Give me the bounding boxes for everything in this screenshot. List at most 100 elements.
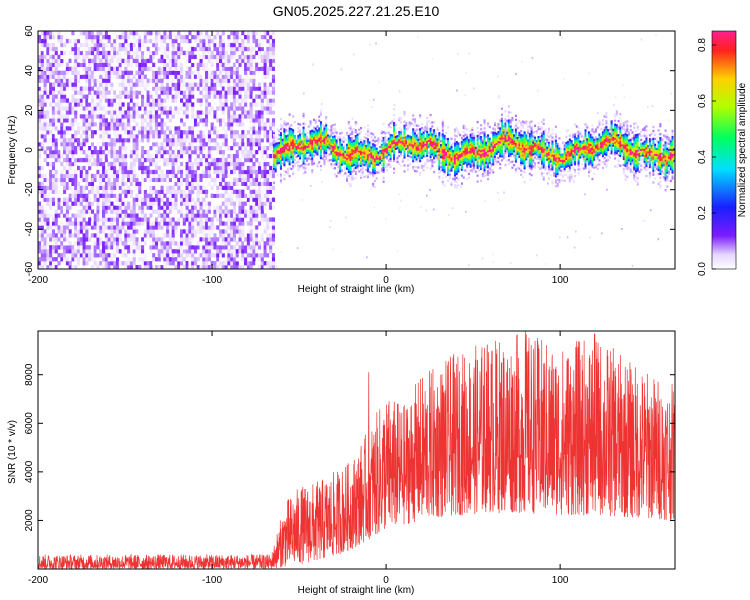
spectrogram-cell [124,221,128,226]
spectrogram-cell [255,38,259,44]
spectrogram-cell [323,143,326,146]
spectrogram-cell [146,150,150,155]
spectrogram-cell [238,114,242,119]
spectrogram-cell [354,129,357,132]
spectrogram-cell [68,82,72,87]
spectrogram-cell [168,257,172,262]
spectrogram-cell [177,261,181,266]
spectrogram-cell [366,148,369,151]
spectrogram-cell [221,249,225,254]
spectrogram-cell [127,169,131,175]
spectrogram-cell [180,70,184,75]
spectrogram-cell [299,143,302,146]
spectrogram-cell [121,122,125,127]
spectrogram-cell [135,98,139,103]
spectrogram-cell [207,201,211,206]
spectrogram-cell [213,225,217,230]
spectrogram-cell [285,153,288,156]
spectrogram-cell [224,90,228,95]
spectrogram-cell [152,98,156,103]
spectrogram-cell [221,257,225,262]
spectrogram-cell [182,197,186,202]
spectrogram-cell [180,193,184,198]
spectrogram-cell [174,229,178,234]
spectrogram-cell [354,144,357,148]
spectrogram-cell [160,66,164,71]
spectrogram-cell [191,58,195,64]
spectrogram-cell [60,169,64,175]
spectrogram-cell [115,94,120,99]
spectrogram-cell [232,261,237,266]
spectrogram-cell [63,34,67,40]
spectrogram-cell [171,209,175,214]
spectrogram-cell [216,205,220,210]
spectrogram-cell [199,42,203,48]
spectrogram-cell [185,94,189,99]
spectrogram-cell [235,38,239,44]
spectrogram-cell [300,132,303,135]
spectrogram-cell [342,158,345,161]
spectrogram-cell [238,237,242,242]
spectrogram-cell [207,34,211,40]
spectrogram-cell [278,141,281,145]
spectrogram-cell [269,34,273,40]
spectrogram-cell [257,146,262,151]
spectrogram-cell [38,118,42,123]
spectrogram-cell [63,106,67,111]
spectrogram-cell [382,142,385,146]
spectrogram-cell [227,74,231,79]
spectrogram-cell [135,221,139,226]
spectrogram-cell [281,150,284,153]
spectrogram-cell [171,169,175,175]
spectrogram-cell [363,146,366,149]
spectrogram-cell [249,34,253,40]
spectrogram-cell [180,150,184,155]
spectrogram-cell [205,94,209,99]
spectrogram-cell [40,106,44,111]
spectrogram-cell [85,118,89,123]
spectrogram-cell [230,42,234,48]
spectrogram-cell [113,169,117,175]
spectrogram-cell [347,137,350,140]
spectrogram-cell [266,233,270,238]
spectrogram-cell [232,245,237,250]
spectrogram-cell [43,193,47,198]
spectrogram-cell [216,157,220,163]
spectrogram-cell [238,146,242,151]
spectrogram-cell [316,149,319,152]
spectrogram-cell [224,86,228,91]
spectrogram-cell [230,134,234,139]
spectrogram-cell [188,265,192,269]
spectrogram-cell [68,42,72,48]
spectrogram-cell [93,130,97,135]
spectrogram-cell [135,130,139,135]
spectrogram-cell [40,257,44,262]
spectrogram-cell [337,161,340,165]
spectrogram-cell [304,157,307,160]
spectrogram-cell [185,74,189,79]
spectrogram-cell [79,86,83,91]
spectrogram-cell [359,164,363,167]
spectrogram-cell [224,169,228,175]
spectrogram-cell [141,201,145,206]
spectrogram-cell [88,78,92,83]
spectrogram-cell [316,133,319,136]
spectrogram-cell [180,169,184,175]
spectrogram-cell [293,152,296,156]
spectrogram-cell [40,245,44,250]
spectrogram-cell [177,34,181,40]
spectrogram-cell [160,185,164,190]
spectrogram-cell [146,253,150,258]
spectrogram-cell [107,110,111,115]
spectrogram-cell [271,38,275,44]
spectrogram-cell [110,229,114,234]
spectrogram-cell [279,143,282,146]
spectrogram-cell [104,146,108,151]
spectrogram-cell [210,221,214,226]
spectrogram-cell [104,205,108,210]
spectrogram-cell [76,102,81,107]
spectrogram-cell [135,138,139,143]
spectrogram-cell [138,106,142,111]
spectrogram-cell [79,221,83,226]
spectrogram-cell [74,134,78,139]
